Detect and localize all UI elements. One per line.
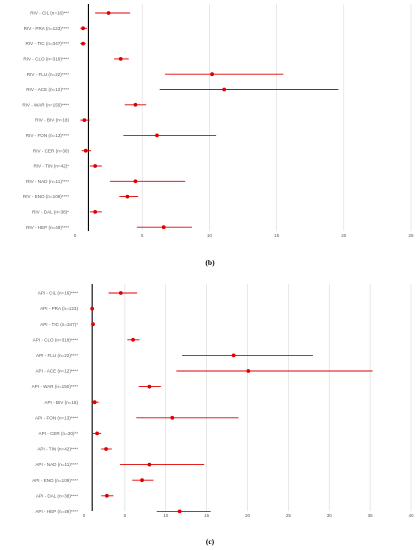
- category-label: API - ENO (n=109)****: [32, 478, 78, 483]
- category-label: API - PRA (n=123): [40, 306, 78, 311]
- category-label: RIV - FON (n=13)****: [26, 133, 69, 138]
- x-tick-label: 15: [274, 233, 280, 238]
- panel-c-label: (c): [206, 537, 215, 546]
- point-estimate: [246, 369, 251, 373]
- point-estimate: [81, 41, 85, 46]
- point-estimate: [82, 118, 87, 122]
- point-estimate: [125, 194, 130, 199]
- category-label: RIV - DAL (n=38)*: [32, 210, 69, 215]
- x-tick-label: 15: [204, 513, 210, 518]
- x-tick-label: 10: [163, 513, 169, 518]
- x-tick-label: 5: [141, 233, 144, 238]
- x-tick-label: 25: [286, 513, 292, 518]
- x-tick-label: 20: [245, 513, 251, 518]
- point-estimate: [93, 210, 98, 214]
- point-estimate: [222, 87, 227, 92]
- x-tick-label: 35: [368, 513, 374, 518]
- category-label: RIV - HEP (n=49)****: [26, 225, 69, 230]
- category-label: API - DAL (n=38)****: [36, 493, 78, 498]
- point-estimate: [92, 400, 97, 405]
- category-label: API - TIC (n=347)*: [40, 322, 78, 327]
- point-estimate: [161, 225, 166, 230]
- category-label: API - HEP (n=49)****: [35, 509, 78, 514]
- x-tick-label: 30: [327, 513, 333, 518]
- category-label: RIV - FLU (n=22)****: [27, 72, 69, 77]
- x-tick-label: 0: [83, 513, 86, 518]
- x-tick-label: 25: [408, 233, 414, 238]
- point-estimate: [133, 102, 138, 107]
- category-label: RIV - CIL (n=16)***: [30, 11, 69, 16]
- point-estimate: [93, 164, 98, 168]
- panel-c-forest-plot: 0 5 10 15 20 25 30 35 40 API - CIL (n=16)**** API …: [32, 284, 414, 518]
- point-estimate: [91, 322, 95, 327]
- point-estimate: [147, 384, 152, 389]
- category-label: API - CLO (n=318)****: [33, 337, 79, 342]
- category-label: API - BIV (n=18): [44, 400, 78, 405]
- category-label: API - ACE (n=12)****: [35, 369, 78, 374]
- x-tick-label: 20: [341, 233, 347, 238]
- point-estimate: [95, 431, 99, 436]
- point-estimate: [140, 478, 144, 483]
- category-label: API - CIL (n=16)****: [38, 291, 79, 296]
- point-estimate: [131, 337, 135, 342]
- category-label: RIV - CLO (n=318)****: [23, 57, 69, 62]
- category-label: RIV - BIV (n=18): [35, 118, 69, 123]
- point-estimate: [155, 133, 159, 138]
- category-label: API - WAR (n=150)****: [32, 384, 79, 389]
- category-label: RIV - CER (n=30): [33, 148, 70, 153]
- point-estimate: [104, 493, 109, 498]
- point-estimate: [231, 353, 236, 358]
- point-estimate: [81, 26, 85, 31]
- point-estimate: [147, 462, 152, 467]
- category-label: RIV - NAD (n=11)****: [26, 179, 69, 184]
- x-tick-label: 0: [74, 233, 77, 238]
- point-estimate: [177, 509, 182, 514]
- point-estimate: [83, 148, 88, 153]
- category-label: RIV - TIC (n=347)****: [26, 41, 70, 46]
- point-estimate: [106, 11, 111, 15]
- point-estimate: [118, 291, 123, 295]
- category-label: API - TIN (n=42)****: [37, 447, 78, 452]
- category-label: API - FON (n=13)****: [35, 415, 78, 420]
- point-estimate: [133, 179, 138, 184]
- category-label: RIV - ENO (n=109)****: [23, 194, 69, 199]
- point-estimate: [118, 57, 123, 61]
- panel-b-label: (b): [205, 258, 215, 267]
- x-tick-label: 5: [124, 513, 127, 518]
- category-label: RIV - WAR (n=150)****: [22, 102, 69, 107]
- point-estimate: [90, 306, 95, 311]
- category-label: RIV - TIN (n=42)*: [33, 164, 69, 169]
- category-label: API - FLU (n=22)****: [36, 353, 78, 358]
- x-tick-label: 40: [408, 513, 414, 518]
- point-estimate: [104, 447, 108, 451]
- category-label: API - NAD (n=11)****: [35, 462, 78, 467]
- category-label: RIV - ACE (n=12)****: [26, 87, 69, 92]
- category-label: RIV - PRA (n=123)****: [24, 26, 70, 31]
- point-estimate: [170, 415, 175, 420]
- x-tick-label: 10: [207, 233, 213, 238]
- panel-b-forest-plot: 0 5 10 15 20 25 RIV - CIL (n=16)*** RIV - PRA (…: [22, 4, 414, 238]
- category-label: API - CER (n=30)**: [39, 431, 79, 436]
- point-estimate: [210, 72, 214, 77]
